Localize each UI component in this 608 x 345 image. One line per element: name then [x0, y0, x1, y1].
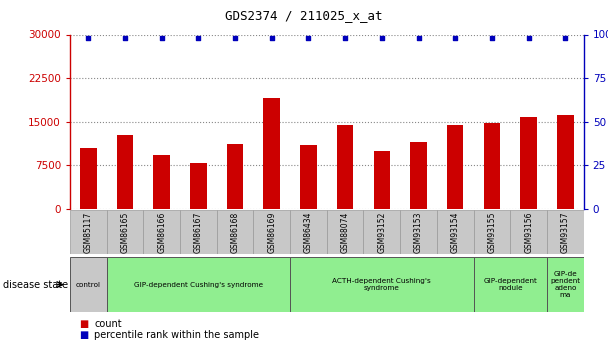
Point [120, 35, 130, 41]
Bar [373, 151, 390, 209]
Bar [364, 210, 400, 254]
Text: percentile rank within the sample: percentile rank within the sample [94, 330, 259, 339]
Bar [70, 257, 106, 312]
Text: GIP-de
pendent
adeno
ma: GIP-de pendent adeno ma [550, 271, 581, 298]
Text: ■: ■ [79, 330, 88, 339]
Point [83, 35, 93, 41]
Text: GIP-dependent
nodule: GIP-dependent nodule [483, 278, 537, 291]
Text: GSM93152: GSM93152 [378, 211, 386, 253]
Bar [117, 135, 133, 209]
Bar [106, 210, 143, 254]
Bar [290, 210, 327, 254]
Point [340, 35, 350, 41]
Text: GSM93154: GSM93154 [451, 211, 460, 253]
Text: GSM93153: GSM93153 [414, 211, 423, 253]
Bar [557, 115, 573, 209]
Text: disease state: disease state [3, 280, 68, 289]
Text: GSM86169: GSM86169 [268, 211, 276, 253]
Point [303, 35, 313, 41]
Bar [263, 98, 280, 209]
Text: GIP-dependent Cushing's syndrome: GIP-dependent Cushing's syndrome [134, 282, 263, 288]
Bar [153, 155, 170, 209]
Bar [474, 210, 510, 254]
Text: GSM93155: GSM93155 [488, 211, 497, 253]
Text: GSM86434: GSM86434 [304, 211, 313, 253]
Text: control: control [76, 282, 101, 288]
Text: GSM85117: GSM85117 [84, 211, 93, 253]
Bar [106, 257, 290, 312]
Bar [520, 117, 537, 209]
Bar [227, 144, 243, 209]
Bar [510, 210, 547, 254]
Point [523, 35, 533, 41]
Point [561, 35, 570, 41]
Text: GDS2374 / 211025_x_at: GDS2374 / 211025_x_at [225, 9, 383, 22]
Bar [447, 125, 463, 209]
Bar [484, 123, 500, 209]
Point [487, 35, 497, 41]
Point [267, 35, 277, 41]
Point [230, 35, 240, 41]
Bar [300, 145, 317, 209]
Bar [327, 210, 364, 254]
Bar [80, 148, 97, 209]
Point [451, 35, 460, 41]
Text: GSM86168: GSM86168 [230, 211, 240, 253]
Text: GSM86165: GSM86165 [120, 211, 130, 253]
Text: ACTH-dependent Cushing's
syndrome: ACTH-dependent Cushing's syndrome [333, 278, 431, 291]
Bar [547, 257, 584, 312]
Text: GSM93157: GSM93157 [561, 211, 570, 253]
Bar [337, 125, 353, 209]
Bar [474, 257, 547, 312]
Bar [190, 164, 207, 209]
Text: GSM93156: GSM93156 [524, 211, 533, 253]
Text: ■: ■ [79, 319, 88, 328]
Bar [216, 210, 254, 254]
Text: GSM86166: GSM86166 [157, 211, 166, 253]
Bar [547, 210, 584, 254]
Bar [254, 210, 290, 254]
Bar [400, 210, 437, 254]
Point [157, 35, 167, 41]
Bar [437, 210, 474, 254]
Text: GSM86167: GSM86167 [194, 211, 203, 253]
Point [413, 35, 423, 41]
Text: count: count [94, 319, 122, 328]
Bar [290, 257, 474, 312]
Point [377, 35, 387, 41]
Bar [410, 142, 427, 209]
Bar [180, 210, 216, 254]
Bar [70, 210, 106, 254]
Bar [143, 210, 180, 254]
Text: GSM88074: GSM88074 [340, 211, 350, 253]
Point [193, 35, 203, 41]
